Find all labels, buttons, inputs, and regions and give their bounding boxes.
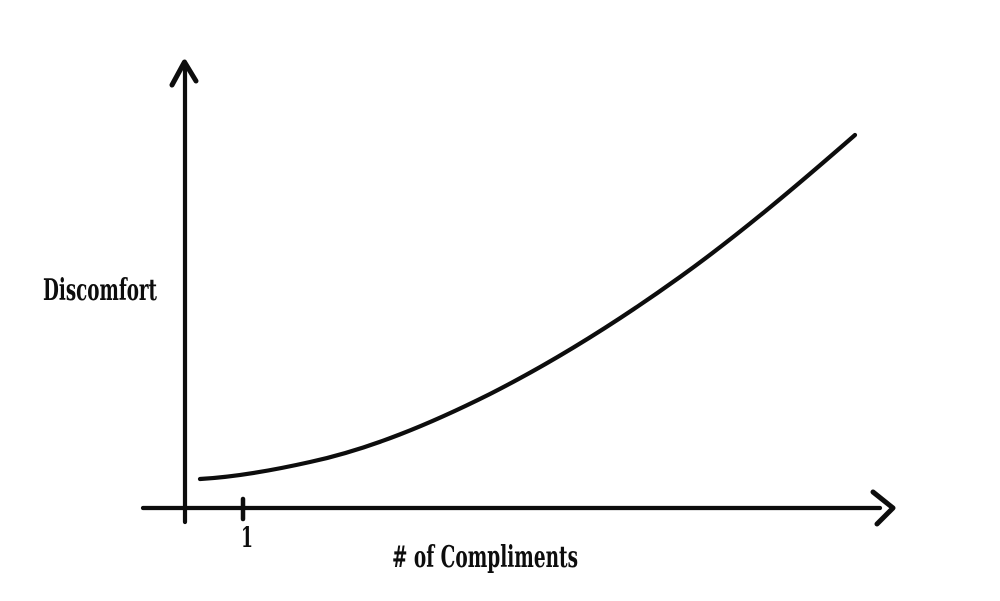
x-axis-arrow-icon bbox=[870, 489, 896, 527]
x-tick-1-label: 1 bbox=[241, 521, 253, 554]
y-axis-label: Discomfort bbox=[43, 273, 157, 308]
discomfort-curve bbox=[197, 132, 858, 482]
y-axis-arrow-icon bbox=[169, 59, 199, 88]
x-axis-label: # of Compliments bbox=[392, 540, 578, 575]
